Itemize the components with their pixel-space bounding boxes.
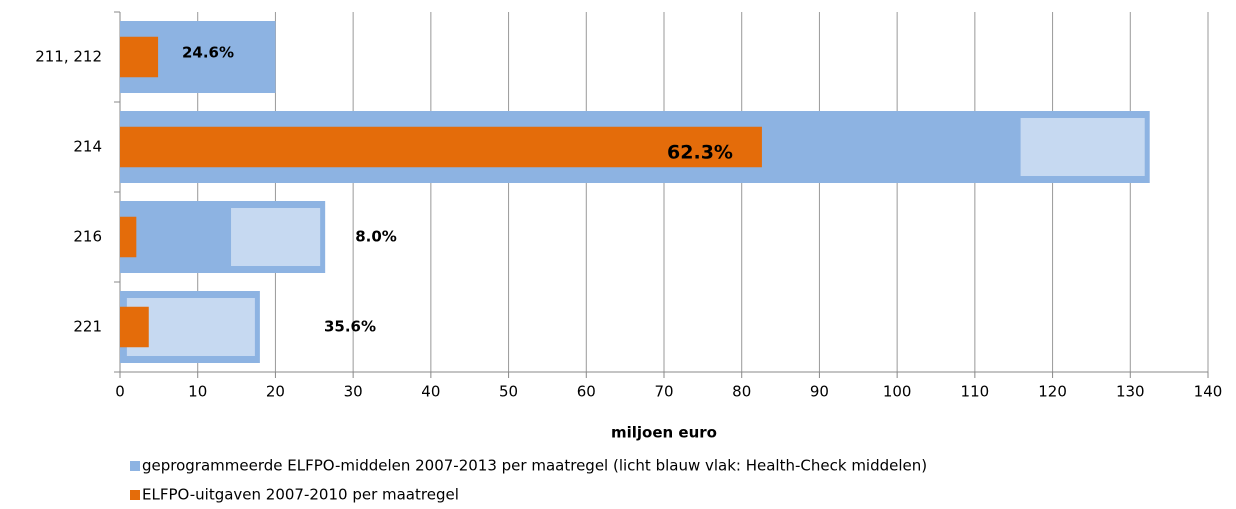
y-tick-label: 216 (73, 228, 102, 246)
x-tick-label: 0 (115, 383, 125, 401)
spending-bar (120, 306, 149, 348)
percent-label: 62.3% (667, 142, 733, 164)
x-tick-label: 20 (266, 383, 285, 401)
spending-bar (120, 216, 137, 258)
x-axis-label: miljoen euro (611, 424, 717, 442)
x-tick-label: 40 (421, 383, 440, 401)
percent-label: 35.6% (324, 318, 376, 336)
x-tick-label: 120 (1038, 383, 1067, 401)
x-tick-label: 60 (577, 383, 596, 401)
health-check-area (231, 208, 321, 266)
x-tick-label: 70 (654, 383, 673, 401)
x-tick-label: 100 (883, 383, 912, 401)
x-tick-label: 80 (732, 383, 751, 401)
x-tick-label: 90 (810, 383, 829, 401)
spending-bar (120, 36, 159, 78)
health-check-area (1020, 118, 1145, 176)
percent-label: 24.6% (182, 44, 234, 62)
legend-swatch (130, 490, 140, 500)
x-tick-label: 30 (344, 383, 363, 401)
legend-label: geprogrammeerde ELFPO-middelen 2007-2013… (142, 457, 927, 475)
x-tick-label: 10 (188, 383, 207, 401)
y-tick-label: 214 (73, 138, 102, 156)
y-tick-label: 221 (73, 318, 102, 336)
spending-bar (120, 126, 762, 168)
x-tick-label: 140 (1194, 383, 1223, 401)
y-tick-label: 211, 212 (35, 48, 102, 66)
x-tick-label: 50 (499, 383, 518, 401)
percent-label: 8.0% (355, 228, 397, 246)
x-tick-label: 110 (961, 383, 990, 401)
legend-label: ELFPO-uitgaven 2007-2010 per maatregel (142, 486, 459, 504)
legend-swatch (130, 461, 140, 471)
x-tick-label: 130 (1116, 383, 1145, 401)
